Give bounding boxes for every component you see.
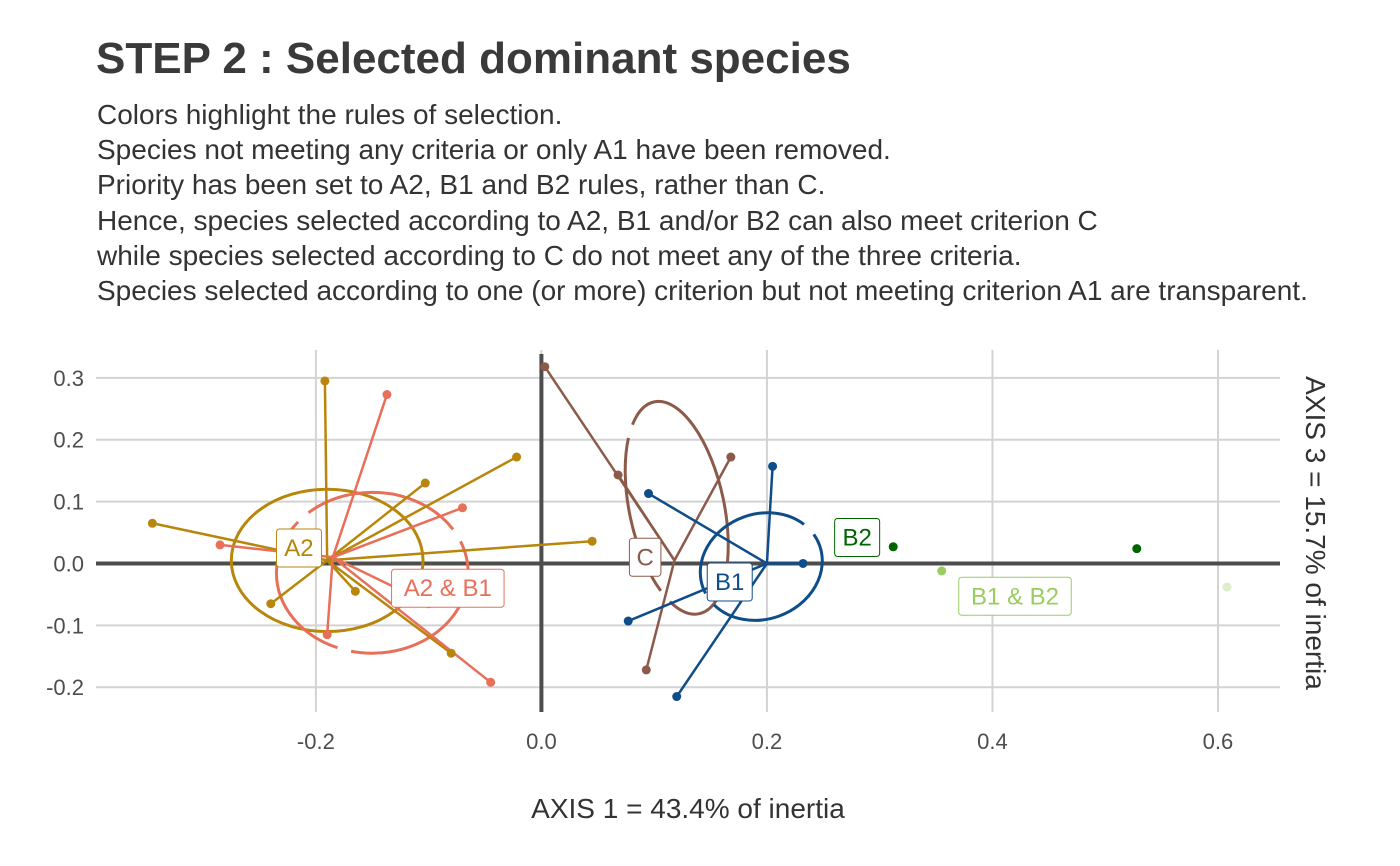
data-point: [644, 489, 654, 499]
data-point: [446, 648, 456, 658]
y-tick-label: -0.2: [46, 675, 84, 700]
group-label-box: [275, 528, 322, 568]
star-segment: [325, 557, 335, 635]
data-point: [641, 665, 651, 675]
star-segment: [326, 559, 452, 655]
group-label-box: [958, 576, 1072, 616]
tick-label-layer: -0.2 0.0 0.2 0.4 0.6 -0.2 -0.1 0.0 0.1 0.2 0.3: [46, 366, 1233, 754]
star-segment: [326, 455, 518, 562]
data-point: [322, 630, 332, 640]
group-label-text: A2: [284, 535, 313, 562]
subtitle-line: while species selected according to C do…: [97, 239, 1022, 271]
group-label-box: [628, 537, 662, 577]
y-tick-label: -0.1: [46, 613, 84, 638]
ellipse-layer: [229, 399, 824, 655]
subtitle-line: Hence, species selected according to A2,…: [97, 204, 1098, 236]
group-label-text: A2 & B1: [404, 575, 492, 602]
star-segment: [673, 456, 732, 561]
group-label: B2: [834, 517, 881, 557]
group-label-text: B1 & B2: [971, 583, 1059, 610]
data-point: [768, 461, 778, 471]
data-point: [512, 452, 522, 462]
data-point: [420, 478, 430, 488]
subtitle-line: Priority has been set to A2, B1 and B2 r…: [97, 169, 826, 201]
group-label-text: B2: [842, 524, 871, 551]
x-tick-label: 0.2: [752, 729, 783, 754]
x-tick-label: 0.4: [977, 729, 1008, 754]
data-point: [350, 586, 360, 596]
star-segment: [647, 492, 768, 565]
data-point: [726, 452, 736, 462]
x-tick-label: 0.0: [526, 729, 557, 754]
x-axis-title: AXIS 1 = 43.4% of inertia: [531, 793, 845, 824]
subtitle-line: Colors highlight the rules of selection.: [97, 99, 563, 130]
segment-layer: [152, 366, 804, 698]
subtitle-line: Species not meeting any criteria or only…: [97, 134, 891, 166]
data-point: [215, 540, 225, 550]
star-segment: [270, 559, 328, 605]
star-segment: [326, 482, 427, 562]
group-label: B1 & B2: [958, 576, 1072, 616]
data-point: [888, 542, 898, 552]
data-point: [486, 677, 496, 687]
group-label-box: [706, 562, 753, 602]
data-point: [382, 390, 392, 400]
data-point: [457, 503, 467, 513]
y-tick-label: 0.2: [53, 428, 84, 453]
group-label-box: [834, 517, 881, 557]
group-label: A2 & B1: [391, 568, 505, 608]
data-point: [320, 376, 330, 386]
star-segment: [323, 380, 329, 561]
chart-title: STEP 2 : Selected dominant species: [96, 34, 851, 83]
group-label: A2: [275, 528, 322, 568]
x-tick-label: -0.2: [297, 729, 335, 754]
data-point: [613, 470, 623, 480]
subtitle-line: Species selected according to one (or mo…: [97, 275, 1308, 307]
data-point: [540, 362, 550, 372]
data-point: [1132, 544, 1142, 554]
data-point: [147, 518, 157, 528]
group-label-text: B1: [715, 569, 744, 596]
y-axis-title: AXIS 3 = 15.7% of inertia: [1300, 376, 1331, 690]
data-point: [798, 558, 808, 568]
star-segment: [332, 556, 492, 684]
data-point: [937, 566, 947, 576]
group-label: B1: [706, 562, 753, 602]
y-tick-label: 0.0: [53, 551, 84, 576]
data-point: [587, 536, 597, 546]
y-tick-label: 0.1: [53, 490, 84, 515]
grid-layer: [96, 350, 1280, 712]
x-tick-label: 0.6: [1203, 729, 1234, 754]
y-axis-title-wrap: AXIS 3 = 15.7% of inertia: [1295, 333, 1335, 733]
data-point: [266, 599, 276, 609]
y-tick-label: 0.3: [53, 366, 84, 391]
group-ellipse: [623, 399, 730, 616]
star-segment: [765, 466, 774, 564]
group-label-box: [391, 568, 505, 608]
group-label: C: [628, 537, 662, 577]
data-point: [672, 692, 682, 702]
chart-subtitle: Colors highlight the rules of selection.…: [97, 97, 1400, 308]
data-point: [1222, 582, 1232, 592]
data-point: [623, 616, 633, 626]
star-segment: [617, 474, 676, 562]
star-segment: [645, 560, 676, 671]
group-label-layer: A2 A2 & B1 C B1 B2 B1 & B2: [275, 517, 1072, 616]
group-ellipse: [698, 511, 824, 622]
star-segment: [331, 394, 389, 558]
star-segment: [327, 539, 593, 562]
group-label-text: C: [636, 544, 653, 571]
star-segment: [332, 506, 463, 559]
